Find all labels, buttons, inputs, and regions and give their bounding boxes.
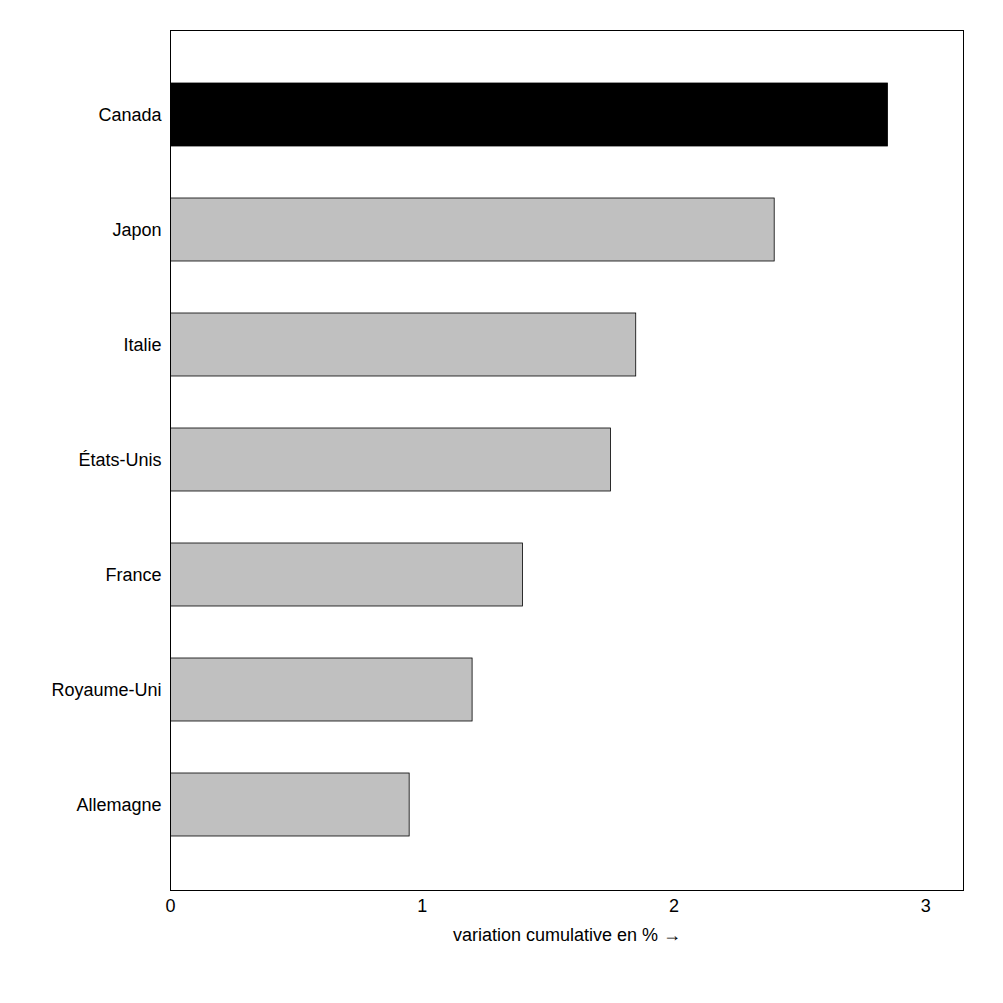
svg-text:Canada: Canada [98,105,162,125]
svg-text:Royaume-Uni: Royaume-Uni [51,680,161,700]
svg-text:États-Unis: États-Unis [78,450,161,470]
svg-text:3: 3 [921,896,931,916]
svg-text:0: 0 [165,896,175,916]
svg-text:1: 1 [417,896,427,916]
svg-text:2: 2 [669,896,679,916]
svg-text:Italie: Italie [123,335,161,355]
svg-text:Japon: Japon [112,220,161,240]
svg-text:variation cumulative en % →: variation cumulative en % → [453,925,681,945]
svg-text:France: France [105,565,161,585]
svg-text:Allemagne: Allemagne [76,795,161,815]
